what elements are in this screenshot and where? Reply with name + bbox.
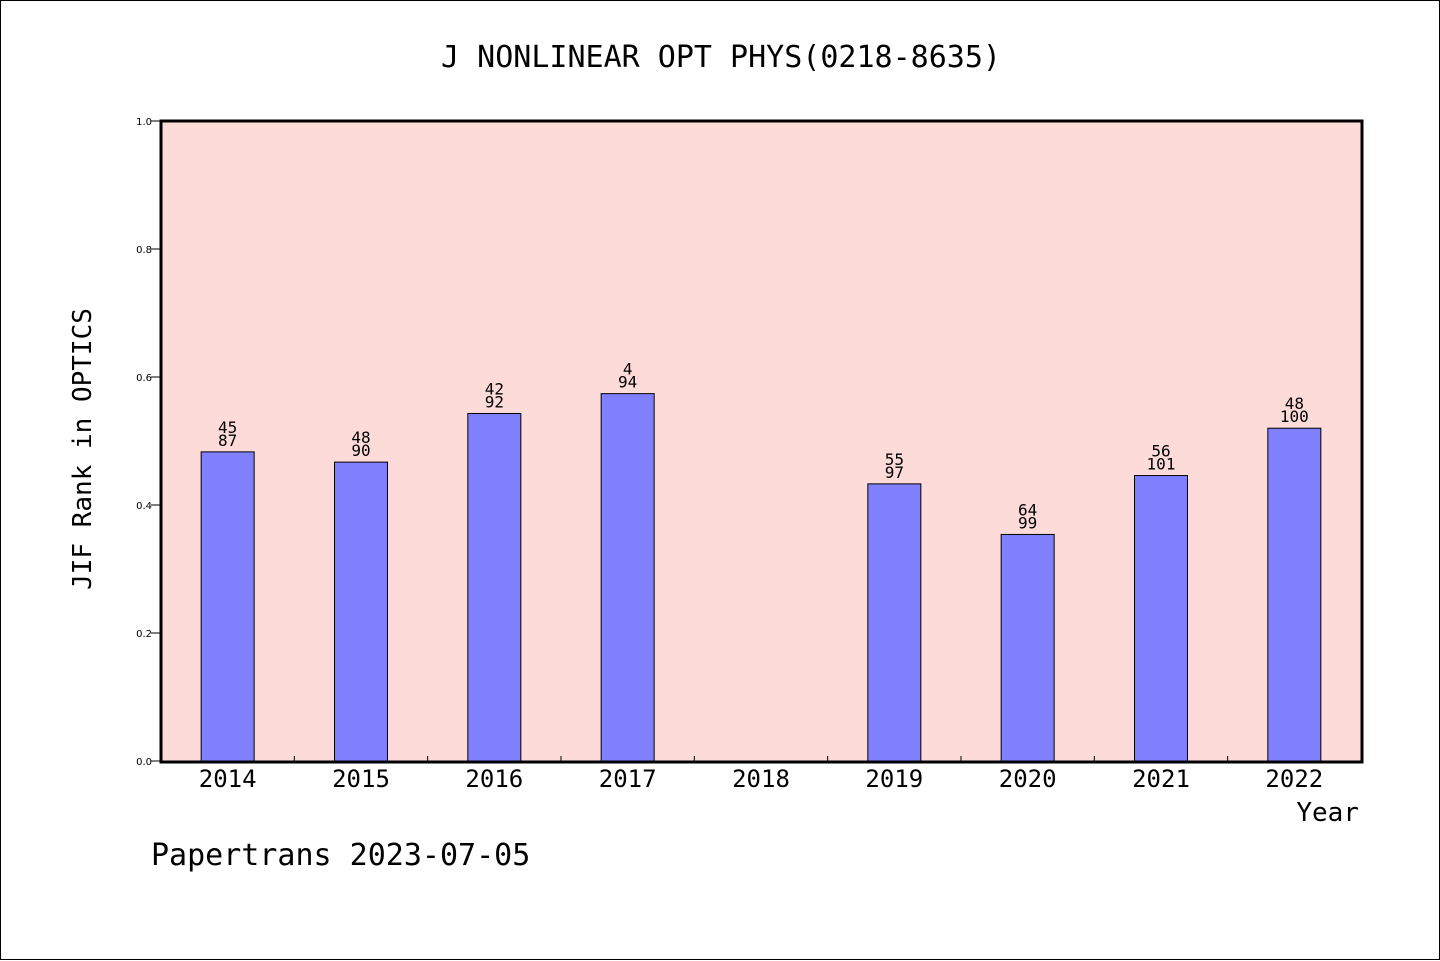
bar-rank-label: 55 [885,450,904,469]
y-axis-ticks: 0.0 0.2 0.4 0.6 0.8 1.0 [136,117,161,768]
x-axis-ticks: 2014 2015 2016 2017 2018 2019 2020 2021 2022 [199,756,1323,793]
bar-total-label: 99 [1018,513,1037,532]
x-tick-label: 2014 [199,765,257,793]
x-tick-label: 2019 [865,765,923,793]
bar-total-label: 101 [1147,455,1176,474]
bar-total-label: 100 [1280,407,1309,426]
y-axis-title: JIF Rank in OPTICS [68,308,98,590]
bar-rank-label: 45 [218,418,237,437]
bar-2017 [600,393,655,762]
bar-rank-label: 64 [1018,500,1037,519]
bar-2020 [1000,533,1055,762]
y-tick-label: 0.8 [136,245,152,256]
x-tick-label: 2021 [1132,765,1190,793]
bar-2021 [1134,475,1188,762]
bar-total-label: 87 [218,431,237,450]
x-tick-label: 2016 [465,765,523,793]
x-tick-label: 2015 [332,765,390,793]
y-tick-label: 0.0 [136,757,152,768]
x-tick-label: 2018 [732,765,790,793]
x-axis-title: Year [1296,798,1359,828]
x-tick-label: 2017 [599,765,657,793]
bar-2015 [334,461,388,762]
bar-total-label: 92 [485,392,504,411]
bars-group [200,393,1322,762]
y-tick-label: 0.2 [136,629,152,640]
chart-title: J NONLINEAR OPT PHYS(0218-8635) [441,40,1001,75]
bar-2016 [467,412,522,762]
bar-2014 [200,451,255,762]
bar-2022 [1267,427,1322,762]
bar-rank-label: 56 [1151,442,1170,461]
x-tick-label: 2022 [1265,765,1323,793]
y-tick-label: 1.0 [136,117,152,128]
y-tick-label: 0.6 [136,373,152,384]
bar-rank-label: 42 [485,379,504,398]
bar-total-label: 90 [351,441,370,460]
y-tick-label: 0.4 [136,501,152,512]
footer-text: Papertrans 2023-07-05 [151,838,530,873]
plot-border [159,119,1364,764]
x-tick-label: 2020 [999,765,1057,793]
bar-rank-label: 4 [623,360,633,379]
bar-total-label: 97 [885,463,904,482]
bar-rank-label: 48 [1285,394,1304,413]
bar-rank-label: 48 [351,428,370,447]
bar-2019 [867,483,922,762]
bar-total-label: 94 [618,373,637,392]
